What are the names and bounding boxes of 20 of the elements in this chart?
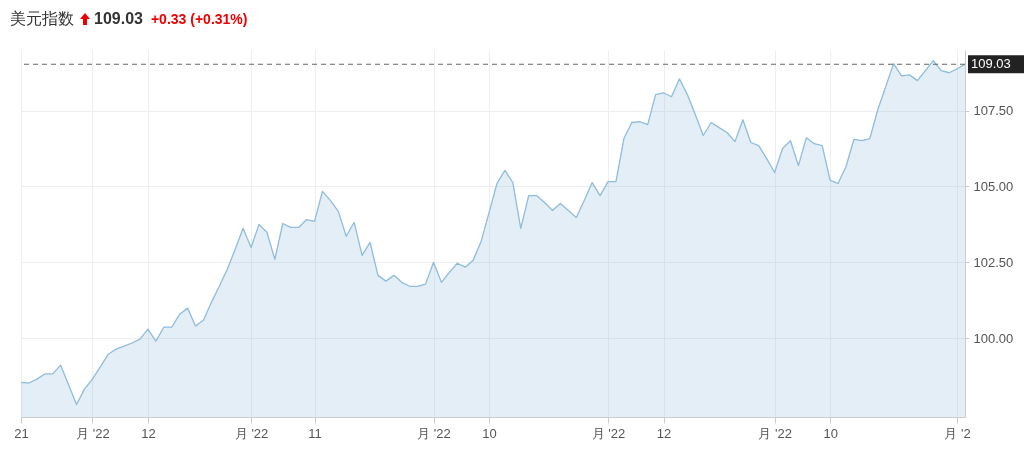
y-tick-label: 107.50	[973, 103, 1014, 119]
x-tick-label: 月 '22	[591, 425, 626, 441]
text: +0.33 (+0.31%)	[150, 11, 248, 27]
x-tick-label: 月 '22	[758, 425, 792, 441]
x-tick-label: 月 '22	[417, 425, 451, 441]
y-tick-label: 100.00	[973, 330, 1014, 346]
x-tick-label: 12	[141, 425, 156, 441]
ref-line-label: 109.03	[971, 56, 1011, 72]
x-tick-label: 21	[14, 425, 29, 441]
x-tick-label: 月 '22	[76, 425, 110, 441]
x-tick-label: 月 '2	[944, 425, 971, 441]
x-tick-label: 10	[482, 425, 497, 441]
x-tick-label: 月 '22	[234, 425, 269, 441]
y-tick-label: 105.00	[973, 178, 1014, 194]
text: 109.03	[94, 10, 143, 28]
x-tick-label: 12	[656, 425, 672, 441]
x-tick-label: 10	[823, 425, 838, 441]
chart-title: 美元指数	[10, 8, 74, 29]
x-tick-label: 11	[308, 425, 322, 441]
y-tick-label: 102.50	[973, 254, 1014, 270]
